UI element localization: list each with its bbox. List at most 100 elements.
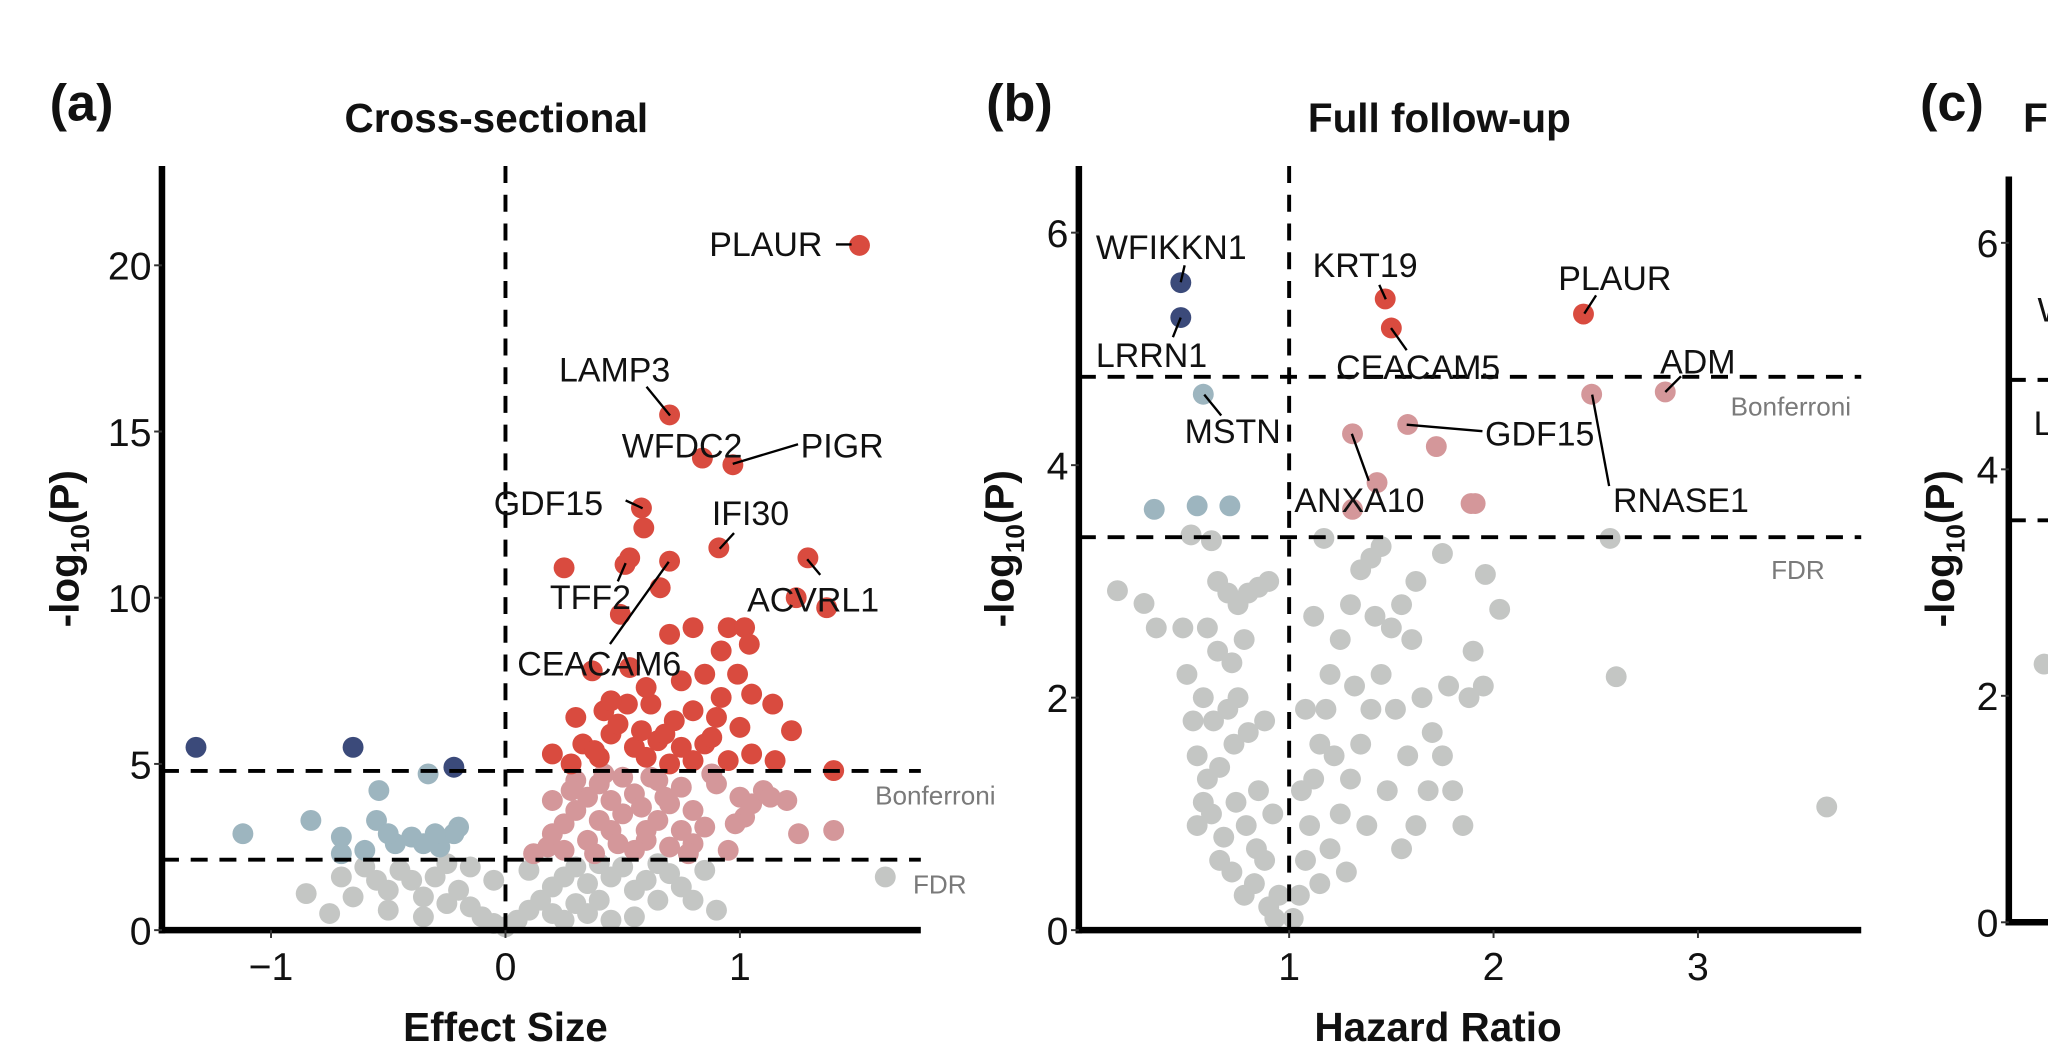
point-ns [1309, 733, 1331, 755]
point-ns [1335, 861, 1357, 883]
point-ns [1411, 687, 1433, 709]
point-ns [1370, 536, 1392, 557]
point-ns [1356, 815, 1378, 836]
point-ns [1462, 640, 1484, 662]
point-ns [1209, 756, 1231, 778]
point-ns [1397, 745, 1419, 767]
point-up-fdr [717, 839, 739, 861]
point-ns [1319, 663, 1341, 685]
panel-c-partial-label-l: L [2034, 405, 2048, 443]
point-ns [483, 869, 505, 891]
panel-c-title: F [2023, 95, 2048, 141]
point-ns [459, 856, 481, 878]
point-up-fdr [600, 790, 622, 811]
y-tick-label: 6 [1047, 213, 1069, 256]
panel-b-x-axis-label: Hazard Ratio [1314, 1004, 1561, 1050]
gene-label-wfikkn1: WFIKKN1 [1096, 229, 1247, 267]
point-ns [377, 899, 399, 921]
point-ns [1233, 629, 1255, 650]
point-ns [635, 869, 657, 891]
panel-c-letter: (c) [1920, 74, 1984, 132]
point-ns [577, 873, 598, 895]
point-up-fdr [659, 836, 681, 858]
threshold-label-fdr: FDR [1771, 555, 1825, 585]
point-up-sig [584, 740, 606, 762]
x-tick-label: 1 [1278, 946, 1300, 989]
point-up-sig [741, 743, 763, 765]
label-connector [1583, 294, 1598, 315]
point-ns [1237, 722, 1259, 743]
point-down-fdr [417, 763, 439, 785]
point-ns [1401, 629, 1423, 650]
point-ns [1288, 884, 1310, 906]
point-up-fdr [631, 796, 652, 818]
gene-label-plaur: PLAUR [709, 226, 822, 264]
point-ns [1248, 780, 1269, 802]
point-ns [1329, 629, 1351, 650]
point-ns [565, 856, 587, 878]
x-tick-label: 3 [1687, 946, 1709, 989]
point-up-sig [717, 750, 739, 772]
point-ns [1268, 884, 1290, 906]
point-ns [1203, 710, 1224, 732]
point-ns [1192, 791, 1214, 813]
gene-label-gdf15: GDF15 [494, 485, 603, 523]
point-ns [1303, 605, 1325, 627]
point-up-sig [670, 670, 692, 692]
gene-label-anxa10: ANXA10 [1294, 482, 1424, 520]
y-tick-label: 5 [130, 744, 152, 787]
point-plaur [849, 234, 870, 256]
label-connector [1203, 393, 1223, 417]
point-ns [412, 906, 434, 928]
panel-c-partial-label-w: W [2038, 291, 2048, 329]
y-tick-label: 4 [1047, 446, 1069, 489]
point-ns [1391, 594, 1413, 616]
label-connector [609, 561, 670, 645]
point-ns [577, 903, 598, 924]
point-ns [377, 879, 399, 901]
point-ns [518, 859, 540, 881]
label-connector [806, 558, 822, 576]
point-ns [1221, 652, 1243, 674]
point-up-sig [682, 617, 704, 639]
point-ns [412, 886, 434, 908]
point-ns [1421, 722, 1443, 743]
point-up-fdr [701, 763, 723, 785]
point-ns [1213, 826, 1235, 848]
point-ns [1350, 733, 1372, 755]
point-ns [1235, 815, 1257, 836]
point-up-sig [609, 603, 631, 625]
point-ns [1405, 815, 1427, 836]
point-up-fdr [1342, 498, 1363, 520]
point-ns [1207, 640, 1229, 662]
point-down-fdr [368, 780, 390, 801]
label-connector [1591, 394, 1611, 487]
point-lrrn1 [1170, 307, 1192, 328]
point-ns [1432, 745, 1453, 767]
point-up-sig [710, 640, 732, 662]
point-down-fdr [377, 823, 399, 845]
point-up-sig [581, 660, 603, 682]
point-ns [1816, 796, 1838, 818]
point-up-sig [541, 743, 563, 765]
label-connector [1171, 317, 1182, 338]
point-up-fdr [670, 819, 692, 841]
label-connector [645, 386, 671, 417]
x-tick-label: 1 [729, 946, 751, 989]
point-ns [342, 886, 364, 908]
gene-label-gdf15: GDF15 [1485, 416, 1594, 454]
point-up-sig [600, 690, 622, 712]
point-ns [694, 859, 716, 881]
point-down-sig [342, 736, 364, 758]
label-connector [732, 443, 799, 465]
point-ns [1432, 543, 1453, 564]
point-up-sig [654, 723, 676, 745]
point-ns [1299, 815, 1321, 836]
point-ns [1295, 698, 1316, 720]
point-up-sig [729, 716, 751, 738]
point-up-sig [682, 750, 704, 772]
point-up-sig [635, 677, 657, 698]
point-ns [1106, 580, 1128, 602]
point-ns [1176, 663, 1198, 685]
point-down-fdr [443, 823, 465, 845]
